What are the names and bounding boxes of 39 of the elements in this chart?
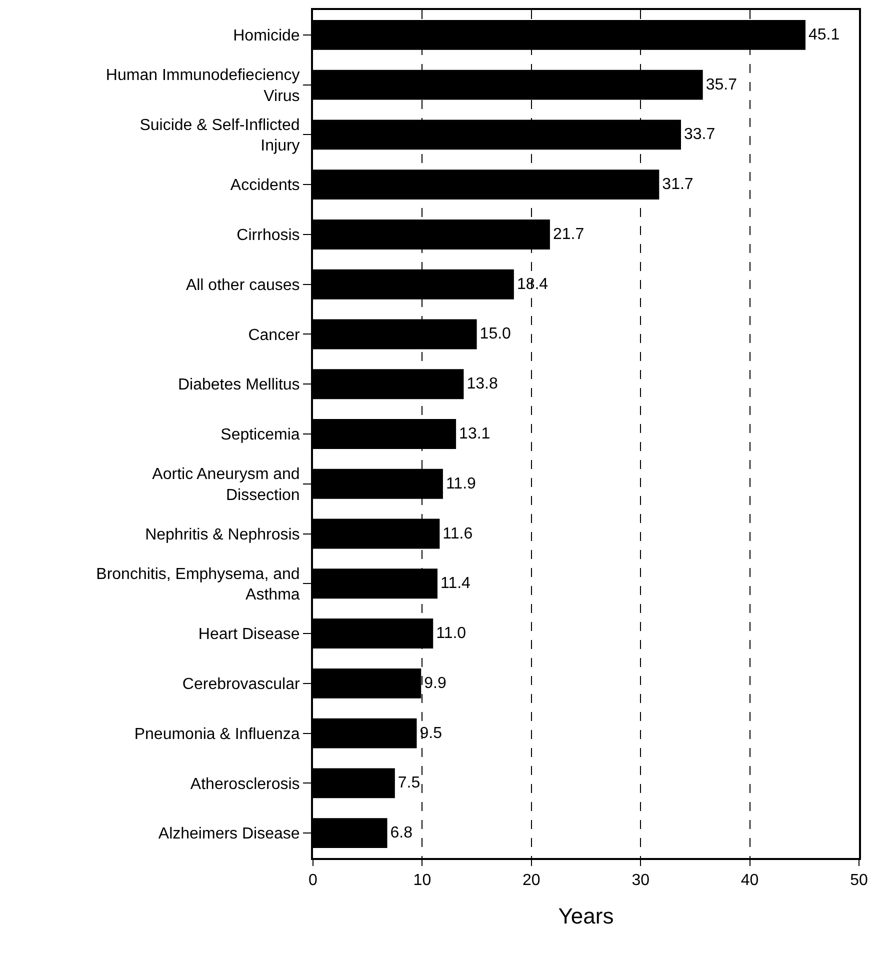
y-tick-label: Cancer <box>248 326 300 344</box>
y-tick-label: All other causes <box>186 276 300 294</box>
data-label: 13.8 <box>466 376 498 393</box>
x-axis-title: Years <box>558 904 614 929</box>
y-tick-label: Accidents <box>230 177 300 194</box>
data-label: 6.8 <box>390 824 413 842</box>
y-tick-label: Bronchitis, Emphysema, and Asthma <box>96 566 300 604</box>
y-tick-label: Heart Disease <box>198 626 300 644</box>
y-tick-label: Suicide & Self-Inflicted Injury <box>140 116 300 155</box>
x-tick-label: 10 <box>413 872 432 890</box>
y-tick-label: Septicemia <box>220 426 300 444</box>
y-tick-label: Aortic Aneurysm and Dissection <box>152 466 300 504</box>
y-tick-label: Pneumonia & Influenza <box>134 726 300 743</box>
data-label: 45.1 <box>808 26 840 44</box>
data-label: 21.7 <box>552 226 584 243</box>
x-tick-label: 50 <box>850 872 868 890</box>
y-tick-label: Homicide <box>233 28 300 45</box>
y-tick-label: Cerebrovascular <box>182 676 300 694</box>
data-label: 11.4 <box>440 575 471 592</box>
data-label: 7.5 <box>398 774 420 792</box>
data-label: 11.0 <box>436 625 466 642</box>
data-label: 15.0 <box>480 326 512 343</box>
data-label: 35.7 <box>706 76 738 94</box>
data-label: 11.9 <box>446 475 476 492</box>
y-tick-label: Nephritis & Nephrosis <box>145 526 300 544</box>
x-tick-label: 0 <box>308 872 318 890</box>
data-label: 9.9 <box>424 674 446 692</box>
data-label: 11.6 <box>442 525 473 542</box>
x-tick-label: 30 <box>632 872 650 890</box>
y-tick-label: Human Immunodefieciency Virus <box>106 67 300 105</box>
y-tick-label: Cirrhosis <box>236 227 300 244</box>
data-label: 13.1 <box>459 426 490 442</box>
data-label: 31.7 <box>662 176 694 194</box>
data-label: 33.7 <box>684 126 716 144</box>
y-tick-label: Alzheimers Disease <box>158 826 300 843</box>
y-tick-label: Atherosclerosis <box>190 776 300 793</box>
x-tick-label: 20 <box>522 872 540 890</box>
y-tick-label: Diabetes Mellitus <box>178 376 300 394</box>
x-tick-label: 40 <box>740 872 759 890</box>
